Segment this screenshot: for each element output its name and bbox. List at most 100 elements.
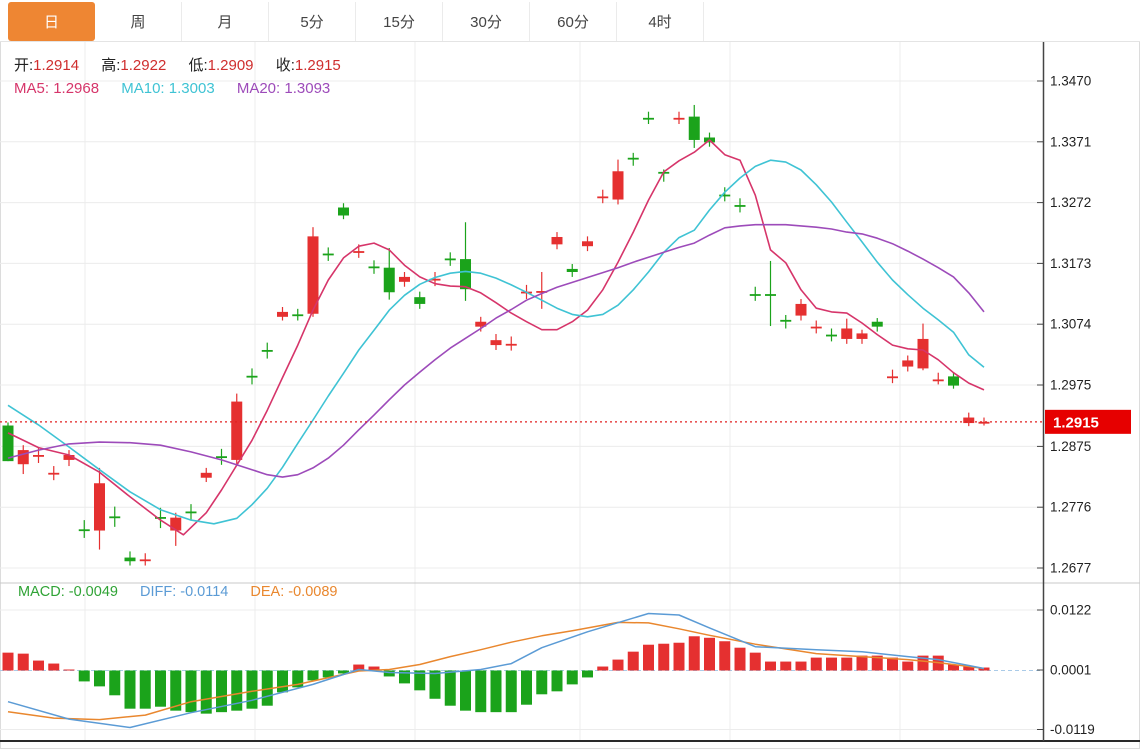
candle-body: [841, 328, 853, 339]
tab-daily[interactable]: 日: [8, 2, 95, 41]
axis-tick-label: 1.3272: [1050, 195, 1091, 210]
close-label: 收:: [275, 57, 295, 74]
high-value: 1.2922: [120, 57, 167, 74]
low-label: 低:: [188, 57, 208, 74]
candle-body: [429, 278, 441, 281]
macd-histogram-bar: [688, 636, 700, 671]
candle-body: [673, 117, 685, 120]
diff-line: [7, 612, 985, 729]
ma10-value: 1.3003: [168, 80, 215, 97]
macd-readout: MACD: -0.0049 DIFF: -0.0114 DEA: -0.0089: [18, 584, 355, 600]
macd-histogram-bar: [353, 664, 365, 671]
candle-body: [460, 259, 471, 290]
candle-body: [795, 303, 807, 316]
macd-histogram-bar: [826, 657, 837, 671]
macd-histogram-bar: [871, 655, 883, 671]
candle-body: [261, 349, 273, 352]
candle-body: [734, 205, 746, 207]
tab-4hour[interactable]: 4时: [617, 2, 704, 41]
macd-histogram-bar: [612, 659, 624, 671]
macd-histogram-bar: [917, 655, 929, 671]
ma10-readout: MA10: 1.3003: [121, 80, 214, 97]
candle-body: [475, 321, 487, 327]
macd-value: -0.0049: [68, 584, 118, 600]
candle-body: [155, 517, 166, 519]
candle-body: [353, 251, 365, 253]
candle-body: [597, 196, 609, 199]
diff-value-readout: DIFF: -0.0114: [140, 584, 228, 600]
axis-tick-label: 1.2875: [1050, 439, 1091, 454]
ma5-label: MA5:: [14, 80, 50, 97]
candle-body: [536, 291, 548, 293]
last-price-badge-text: 1.2915: [1053, 414, 1099, 431]
macd-histogram-bar: [963, 666, 975, 671]
candle-body: [505, 343, 517, 346]
macd-histogram-bar: [307, 670, 319, 681]
candle-body: [322, 253, 334, 256]
macd-histogram-bar: [2, 652, 14, 671]
tab-5min[interactable]: 5分: [269, 2, 356, 41]
tab-15min[interactable]: 15分: [356, 2, 443, 41]
axis-tick-label: 1.3371: [1050, 134, 1091, 149]
dea-label: DEA:: [250, 584, 285, 600]
macd-histogram-bar: [521, 670, 532, 705]
tab-60min[interactable]: 60分: [530, 2, 617, 41]
macd-histogram-bar: [246, 670, 258, 709]
candle-body: [856, 333, 868, 339]
timeframe-tabbar: 日 周 月 5分 15分 30分 60分 4时: [0, 0, 1140, 42]
candle-body: [932, 379, 944, 382]
ma10-label: MA10:: [121, 80, 165, 97]
candle-body: [780, 319, 792, 322]
macd-histogram-bar: [841, 657, 853, 671]
macd-histogram-bar: [338, 670, 349, 674]
candle-body: [871, 321, 883, 327]
diff-value: -0.0114: [180, 584, 229, 600]
macd-value-readout: MACD: -0.0049: [18, 584, 118, 600]
macd-histogram-bar: [795, 661, 807, 671]
axis-tick-label: 1.2677: [1050, 561, 1091, 576]
macd-histogram-bar: [139, 670, 151, 709]
candle-body: [444, 258, 456, 261]
candle-body: [399, 276, 410, 282]
macd-histogram-bar: [33, 660, 44, 671]
candle-body: [383, 267, 395, 293]
candle-body: [231, 401, 243, 460]
macd-histogram-bar: [48, 663, 60, 671]
macd-histogram-bar: [582, 670, 593, 678]
candle-body: [124, 557, 136, 562]
candle-body: [185, 511, 197, 514]
macd-histogram-bar: [429, 670, 441, 699]
macd-histogram-bar: [643, 644, 654, 671]
macd-histogram-bar: [94, 670, 105, 687]
macd-histogram-bar: [902, 661, 914, 671]
macd-histogram-bar: [292, 670, 304, 688]
tab-monthly[interactable]: 月: [182, 2, 269, 41]
candle-body: [246, 375, 258, 378]
candle-body: [414, 297, 426, 304]
macd-histogram-bar: [780, 661, 792, 671]
candle-body: [307, 236, 319, 314]
macd-histogram-bar: [399, 670, 410, 684]
last-price-badge-bg: [1045, 409, 1131, 434]
candle-body: [63, 455, 75, 460]
gridlines-layer: [0, 42, 1043, 741]
candle-body: [582, 241, 593, 247]
macd-histogram-bar: [627, 651, 639, 671]
macd-histogram-bar: [124, 670, 136, 709]
candle-body: [643, 117, 654, 120]
candle-body: [963, 417, 975, 424]
macd-histogram-bar: [155, 670, 166, 707]
dea-value: -0.0089: [288, 584, 338, 600]
macd-layer: [2, 612, 990, 729]
candle-body: [490, 340, 502, 346]
candle-body: [627, 157, 639, 160]
macd-histogram-bar: [231, 670, 243, 711]
tab-30min[interactable]: 30分: [443, 2, 530, 41]
candle-body: [200, 472, 212, 478]
tab-weekly[interactable]: 周: [95, 2, 182, 41]
ma5-value: 1.2968: [53, 80, 100, 97]
candle-body: [17, 450, 29, 465]
ma20-line: [7, 223, 985, 478]
macd-histogram-bar: [216, 670, 227, 713]
